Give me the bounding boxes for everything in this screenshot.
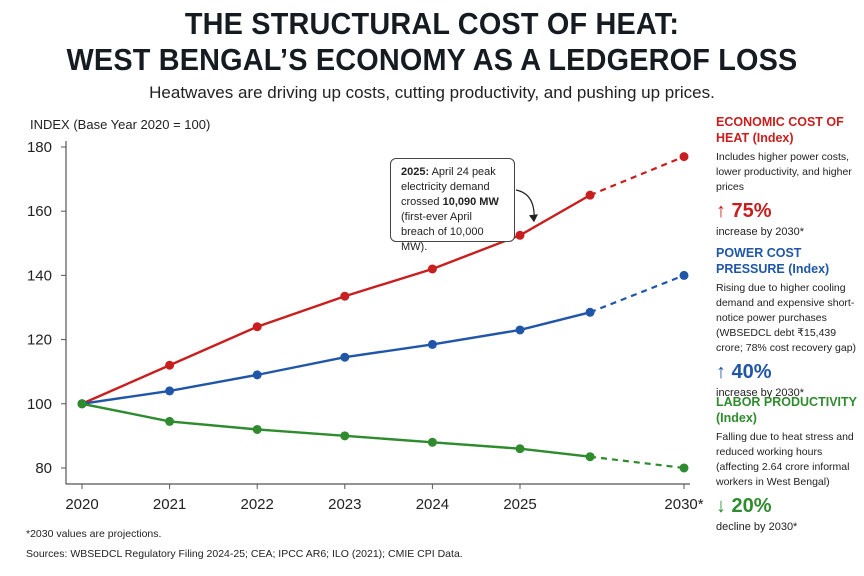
subtitle: Heatwaves are driving up costs, cutting …: [149, 83, 715, 102]
data-point: [252, 424, 262, 434]
panel-power-heading: POWER COST PRESSURE (Index): [716, 246, 830, 276]
x-tick-label: 2021: [153, 496, 186, 513]
callout-bold: 10,090 MW: [442, 196, 499, 208]
data-point: [252, 370, 262, 380]
panel-labor-note: decline by 2030*: [716, 521, 798, 533]
data-point: [427, 437, 437, 447]
panel-labor-heading: LABOR PRODUCTIVITY (Index): [716, 395, 857, 425]
y-axis-label: INDEX (Base Year 2020 = 100): [30, 117, 211, 132]
title-line-2: WEST BENGAL’S ECONOMY AS A LEDGEROF LOSS: [66, 42, 798, 77]
annotation-callout: 2025: April 24 peak electricity demand c…: [390, 158, 515, 253]
y-tick-label: 120: [27, 332, 52, 349]
y-tick-label: 100: [27, 396, 52, 413]
projection-footnote: *2030 values are projections.: [26, 528, 162, 540]
callout-text-2: (first-ever April breach of 10,000 MW).: [401, 211, 484, 253]
callout-year: 2025:: [401, 166, 430, 178]
x-tick-label: 2024: [416, 496, 449, 513]
y-tick-label: 140: [27, 267, 52, 284]
series-projection-2: [589, 455, 685, 470]
panel-labor-value: ↓ 20%: [716, 495, 772, 517]
x-tick-label: 2020: [65, 496, 98, 513]
page-title: THE STRUCTURAL COST OF HEAT: WEST BENGAL…: [30, 6, 834, 78]
x-tick-label: 2025: [503, 496, 536, 513]
data-point: [165, 416, 175, 426]
data-point: [427, 264, 437, 274]
panel-power-note: increase by 2030*: [716, 387, 805, 399]
y-tick-label: 160: [27, 203, 52, 220]
panel-economic-value: ↑ 75%: [716, 200, 772, 222]
series-line-1: [81, 311, 591, 405]
panel-power-value: ↑ 40%: [716, 361, 772, 383]
data-point: [515, 230, 525, 240]
x-tick-label: 2030*: [664, 496, 703, 513]
panel-labor-desc: Falling due to heat stress and reduced w…: [716, 431, 854, 488]
y-tick-label: 180: [27, 139, 52, 156]
data-point: [340, 431, 350, 441]
data-point: [427, 339, 437, 349]
panel-economic-heading: ECONOMIC COST OF HEAT (Index): [716, 115, 844, 145]
data-point: [165, 360, 175, 370]
data-point: [252, 322, 262, 332]
data-point: [679, 270, 689, 280]
data-point: [679, 152, 689, 162]
series-line-2: [81, 402, 591, 458]
series-projection-1: [589, 274, 685, 314]
panel-economic-desc: Includes higher power costs, lower produ…: [716, 151, 852, 193]
data-point: [340, 291, 350, 301]
callout-arrowhead: [529, 214, 538, 223]
sources-line: Sources: WBSEDCL Regulatory Filing 2024-…: [26, 548, 463, 560]
data-point: [165, 386, 175, 396]
data-point: [585, 452, 595, 462]
x-tick-label: 2023: [328, 496, 361, 513]
y-tick-label: 80: [35, 460, 52, 477]
data-point: [585, 307, 595, 317]
panel-economic-note: increase by 2030*: [716, 226, 805, 238]
data-point: [515, 444, 525, 454]
data-point: [77, 399, 87, 409]
data-point: [515, 325, 525, 335]
data-point: [679, 463, 689, 473]
x-tick-label: 2022: [241, 496, 274, 513]
panel-power-cost: POWER COST PRESSURE (Index) Rising due t…: [716, 245, 862, 400]
callout-text-1: April 24 peak electricity demand crossed: [401, 166, 496, 208]
title-line-1: THE STRUCTURAL COST OF HEAT:: [184, 6, 680, 41]
data-point: [585, 190, 595, 200]
series-projection-0: [589, 155, 685, 197]
panel-power-desc: Rising due to higher cooling demand and …: [716, 282, 857, 354]
panel-labor-productivity: LABOR PRODUCTIVITY (Index) Falling due t…: [716, 394, 862, 534]
panel-economic-cost: ECONOMIC COST OF HEAT (Index) Includes h…: [716, 114, 862, 239]
data-point: [340, 352, 350, 362]
